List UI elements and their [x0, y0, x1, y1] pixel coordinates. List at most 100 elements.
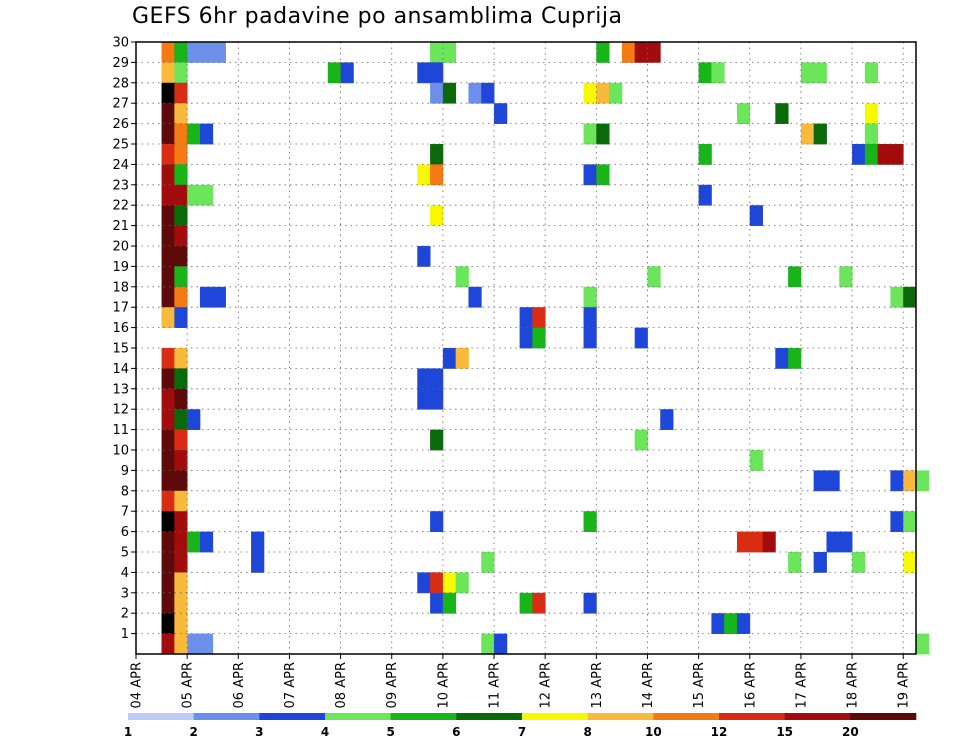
- heatmap-cell: [161, 164, 175, 186]
- heatmap-cell: [161, 246, 175, 267]
- y-tick-label: 27: [112, 97, 129, 112]
- heatmap-cell: [660, 409, 674, 430]
- heatmap-cell: [826, 531, 840, 553]
- y-tick-label: 6: [121, 525, 129, 540]
- heatmap-cell: [481, 633, 495, 655]
- heatmap-cell: [903, 552, 917, 573]
- heatmap-cell: [749, 205, 763, 226]
- x-tick-label: 13 APR: [590, 662, 605, 708]
- heatmap-cell: [187, 409, 201, 430]
- colorbar-label: 10: [645, 725, 662, 739]
- heatmap-cell: [161, 388, 175, 410]
- heatmap-cell: [890, 470, 904, 492]
- colorbar-legend: 1 2 3 4 5 6 7 8 10 12 15 20: [124, 713, 917, 739]
- heatmap-cell: [736, 613, 751, 634]
- heatmap-cell: [532, 592, 546, 614]
- heatmap-cell: [864, 103, 879, 124]
- heatmap-cell: [800, 123, 815, 145]
- colorbar-label: 12: [711, 725, 728, 739]
- y-tick-label: 3: [121, 586, 129, 601]
- heatmap-cell: [583, 511, 597, 532]
- y-tick-label: 20: [112, 240, 129, 255]
- heatmap-cell: [890, 511, 904, 532]
- colorbar-swatch: [128, 713, 194, 720]
- heatmap-cell: [199, 184, 214, 206]
- heatmap-cell: [634, 327, 648, 349]
- heatmap-cell: [788, 552, 802, 573]
- heatmap-cell: [161, 511, 175, 532]
- y-tick-label: 10: [112, 444, 129, 459]
- heatmap-cell: [174, 409, 188, 430]
- x-tick-label: 18 APR: [846, 662, 861, 708]
- heatmap-cell: [775, 348, 789, 369]
- heatmap-cell: [519, 307, 533, 328]
- heatmap-cell: [161, 225, 175, 247]
- heatmap-cell: [813, 470, 827, 492]
- colorbar-swatch: [325, 713, 391, 720]
- heatmap-cell: [455, 348, 469, 369]
- colorbar-swatch: [390, 713, 457, 720]
- heatmap-cell: [161, 531, 175, 553]
- heatmap-cell: [698, 62, 712, 84]
- heatmap-cell: [174, 225, 188, 247]
- x-tick-label: 16 APR: [743, 662, 758, 708]
- heatmap-cell: [187, 531, 201, 553]
- heatmap-cell: [532, 327, 546, 349]
- heatmap-cell: [890, 286, 904, 308]
- heatmap-cell: [813, 123, 827, 145]
- heatmap-cell: [916, 633, 930, 655]
- y-tick-label: 14: [112, 362, 129, 377]
- heatmap-cell: [174, 633, 188, 655]
- heatmap-cell: [647, 42, 661, 63]
- heatmap-cell: [596, 82, 610, 104]
- colorbar-swatch: [719, 713, 785, 720]
- heatmap-cell: [174, 531, 188, 553]
- heatmap-cell: [174, 450, 188, 471]
- heatmap-cell: [430, 572, 444, 594]
- y-tick-label: 17: [112, 301, 129, 316]
- y-tick-label: 29: [112, 56, 129, 71]
- heatmap-cell: [430, 42, 444, 63]
- heatmap-cell: [430, 592, 444, 614]
- heatmap-cell: [430, 62, 444, 84]
- y-tick-label: 24: [112, 158, 129, 173]
- heatmap-cell: [749, 531, 763, 553]
- heatmap-cell: [161, 409, 175, 430]
- colorbar-swatch: [587, 713, 654, 720]
- heatmap-cell: [430, 368, 444, 390]
- heatmap-cell: [698, 144, 712, 165]
- heatmap-cell: [583, 123, 597, 145]
- heatmap-cell: [468, 286, 482, 308]
- heatmap-cell: [839, 266, 853, 288]
- x-tick-label: 11 APR: [488, 662, 503, 708]
- heatmap-cell: [174, 592, 188, 614]
- heatmap-cell: [161, 450, 175, 471]
- colorbar-label: 4: [321, 725, 329, 739]
- grid-layer: [135, 41, 916, 654]
- heatmap-cell: [161, 470, 175, 492]
- heatmap-cell: [711, 613, 725, 634]
- heatmap-cell: [455, 266, 469, 288]
- y-tick-label: 4: [121, 566, 129, 581]
- heatmap-cell: [455, 572, 469, 594]
- heatmap-cell: [161, 205, 175, 226]
- heatmap-cell: [161, 633, 175, 655]
- heatmap-cell: [826, 470, 840, 492]
- heatmap-cell: [417, 164, 431, 186]
- heatmap-cell: [174, 103, 188, 124]
- heatmap-cell: [212, 286, 226, 308]
- heatmap-cell: [161, 552, 175, 573]
- heatmap-cell: [736, 103, 751, 124]
- heatmap-cell: [468, 82, 482, 104]
- heatmap-cell: [161, 42, 175, 63]
- y-tick-label: 19: [112, 260, 129, 275]
- heatmap-cell: [749, 450, 763, 471]
- heatmap-cell: [609, 82, 623, 104]
- heatmap-cell: [161, 266, 175, 288]
- y-tick-label: 30: [112, 36, 129, 51]
- heatmap-cell: [174, 144, 188, 165]
- y-tick-label: 12: [112, 403, 129, 418]
- heatmap-cell: [800, 62, 815, 84]
- y-axis: 1234567891011121314151617181920212223242…: [112, 36, 136, 642]
- heatmap-cell: [417, 62, 431, 84]
